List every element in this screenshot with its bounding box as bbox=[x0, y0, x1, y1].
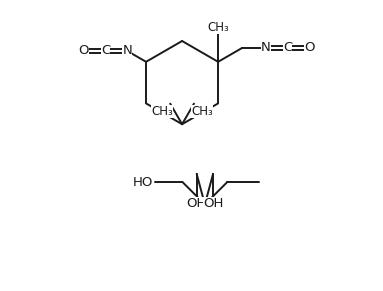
Text: OH: OH bbox=[187, 197, 207, 210]
Text: CH₃: CH₃ bbox=[207, 21, 229, 34]
Text: HO: HO bbox=[133, 175, 153, 189]
Text: C: C bbox=[283, 41, 292, 54]
Text: O: O bbox=[79, 45, 89, 57]
Text: CH₃: CH₃ bbox=[191, 105, 213, 118]
Text: C: C bbox=[101, 45, 110, 57]
Text: N: N bbox=[261, 41, 271, 54]
Text: O: O bbox=[304, 41, 315, 54]
Text: N: N bbox=[122, 45, 132, 57]
Text: CH₃: CH₃ bbox=[151, 105, 173, 118]
Text: OH: OH bbox=[203, 197, 223, 210]
